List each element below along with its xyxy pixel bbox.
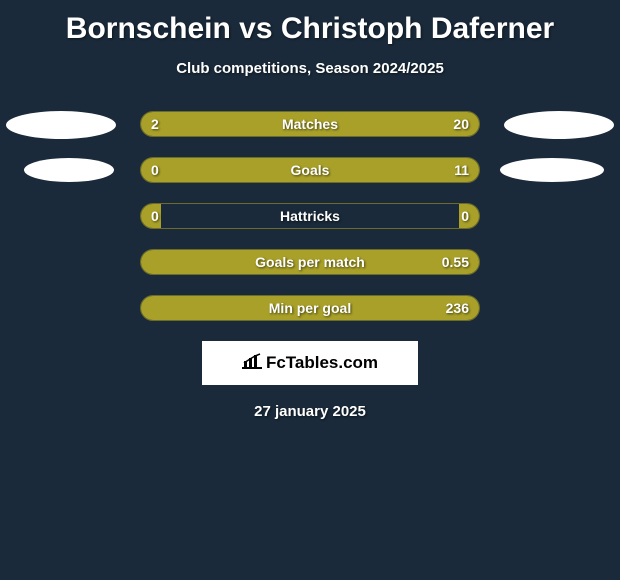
stat-row: 00Hattricks: [0, 203, 620, 229]
stat-bar-left: [141, 158, 161, 182]
stat-bar-right: [161, 158, 479, 182]
player-right-marker: [500, 158, 604, 182]
stat-label: Hattricks: [141, 204, 479, 228]
stat-bar-right: [141, 250, 479, 274]
logo-box: FcTables.com: [202, 341, 418, 385]
stat-row: 220Matches: [0, 111, 620, 137]
page-subtitle: Club competitions, Season 2024/2025: [0, 60, 620, 77]
stat-row: 011Goals: [0, 157, 620, 183]
stat-bar-track: 011Goals: [140, 157, 480, 183]
date-text: 27 january 2025: [0, 403, 620, 420]
chart-icon: [242, 353, 262, 374]
stat-bar-track: 220Matches: [140, 111, 480, 137]
logo-text: FcTables.com: [266, 353, 378, 373]
stat-bar-left: [141, 204, 161, 228]
stat-bar-track: 0.55Goals per match: [140, 249, 480, 275]
page-title: Bornschein vs Christoph Daferner: [0, 0, 620, 46]
stat-bar-track: 00Hattricks: [140, 203, 480, 229]
stat-bar-left: [141, 112, 202, 136]
stat-bar-right: [202, 112, 479, 136]
player-left-marker: [24, 158, 114, 182]
player-right-marker: [504, 111, 614, 139]
logo: FcTables.com: [242, 353, 378, 374]
stat-row: 236Min per goal: [0, 295, 620, 321]
stat-bar-right: [141, 296, 479, 320]
stat-row: 0.55Goals per match: [0, 249, 620, 275]
stat-bar-track: 236Min per goal: [140, 295, 480, 321]
stat-bar-right: [459, 204, 479, 228]
player-left-marker: [6, 111, 116, 139]
stat-rows: 220Matches 011Goals 00Hattricks 0.55Goals p…: [0, 111, 620, 321]
